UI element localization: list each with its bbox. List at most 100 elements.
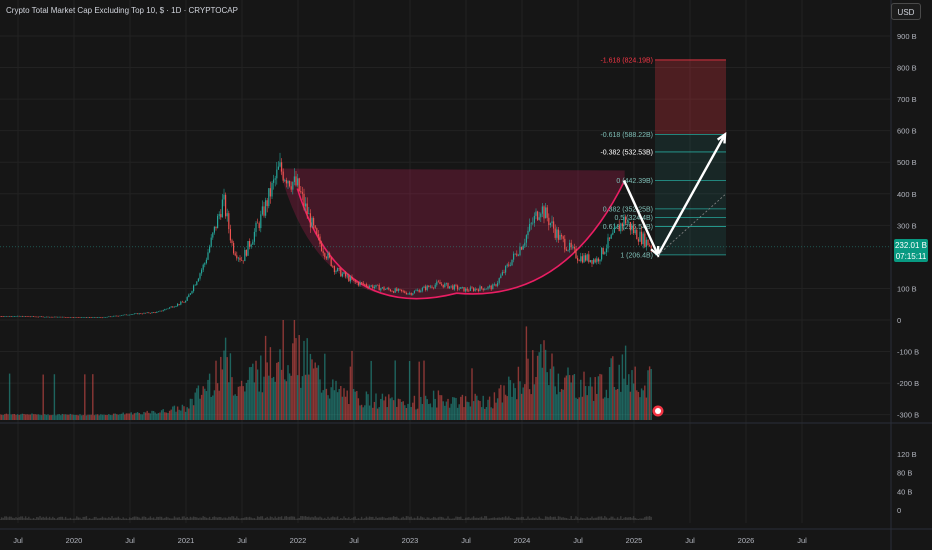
volume-bar [149,413,152,420]
candle-body [364,284,366,285]
volume-bar [164,412,166,420]
candle-body [12,316,14,318]
volume-pane-bar [8,516,11,520]
volume-bar [228,382,230,420]
volume-bar [234,394,236,420]
volume-pane-bar [332,516,334,520]
volume-bar [463,407,465,420]
candle-body [607,237,609,249]
volume-bar [50,415,52,420]
volume-bar [546,372,548,420]
candle-body [52,316,54,318]
candle-body [68,317,70,318]
candle-body [229,229,231,241]
volume-bar [0,414,3,420]
volume-bar [324,353,326,420]
volume-bar [64,414,67,420]
candle-body [295,176,297,186]
candle-body [343,272,345,274]
volume-bar [264,335,267,420]
candle-body [2,316,4,317]
time-tick-label: Jul [685,536,695,545]
candle-body [396,288,398,292]
candle-body [5,316,7,317]
volume-bar [511,396,513,420]
candle-body [250,244,252,247]
volume-pane-bar [528,518,531,520]
candle-body [511,259,513,266]
volume-bar [584,386,587,420]
candle-body [372,285,374,289]
volume-pane-bar [484,516,486,520]
candle-body [503,272,505,273]
candle-body [23,316,25,317]
volume-pane-bar [629,517,632,520]
volume-bar [565,375,568,420]
volume-pane-bar [101,516,104,520]
volume-bar [562,389,564,420]
candle-body [457,285,459,290]
time-tick-label: Jul [237,536,247,545]
volume-pane-bar [383,517,385,520]
candle-body [130,314,132,315]
volume-pane-bar [0,517,3,520]
volume-bar [39,414,41,420]
volume-pane-bar [591,516,593,520]
candle-body [156,311,158,313]
fib-zone-extension [655,59,726,135]
volume-bar [52,414,54,420]
candle-body [81,317,83,318]
candle-body [247,241,249,256]
volume-bar [533,384,536,420]
volume-pane-bar [560,517,563,520]
volume-pane-bar [223,517,225,520]
volume-pane-bar [482,518,484,520]
volume-bar [650,369,652,420]
volume-bar [13,413,16,420]
candle-body [623,216,625,226]
candle-body [164,309,166,311]
volume-pane-bar [160,516,163,520]
volume-bar [23,413,25,420]
volume-bars [0,320,652,520]
candle-body [225,194,227,217]
volume-pane-bar [85,516,88,520]
volume-pane-bar [272,518,275,520]
volume-pane-bar [103,517,105,520]
volume-pane-bar [280,516,283,520]
volume-pane-bar [373,518,376,520]
volume-bar [276,362,278,420]
volume-pane-bar [397,518,400,520]
volume-pane-bar [581,518,584,520]
candle-body [479,286,481,292]
volume-pane-bar [63,518,65,520]
volume-bar [317,365,320,420]
volume-bar [501,402,504,420]
candle-body [601,247,603,260]
candle-body [245,249,247,256]
time-tick-label: Jul [125,536,135,545]
volume-bar [189,398,192,420]
currency-button[interactable]: USD [891,3,921,20]
volume-pane-bar [80,518,83,520]
candle-body [125,314,127,316]
volume-pane-bar [282,518,284,520]
candle-body [484,289,486,291]
volume-bar [388,394,390,420]
volume-tick-label: 40 B [897,487,912,496]
candle-body [201,269,203,274]
volume-bar [549,368,552,420]
volume-bar [322,390,324,420]
volume-bar [370,360,372,420]
volume-pane-bar [416,516,419,520]
candle-body [575,248,577,259]
volume-bar [226,357,228,420]
candle-body [308,213,310,215]
candle-body [361,282,363,283]
volume-pane-bar [258,517,260,520]
volume-pane-bar [98,518,100,520]
volume-pane-bar [191,517,193,520]
volume-bar [367,394,369,420]
volume-bar [252,363,254,420]
